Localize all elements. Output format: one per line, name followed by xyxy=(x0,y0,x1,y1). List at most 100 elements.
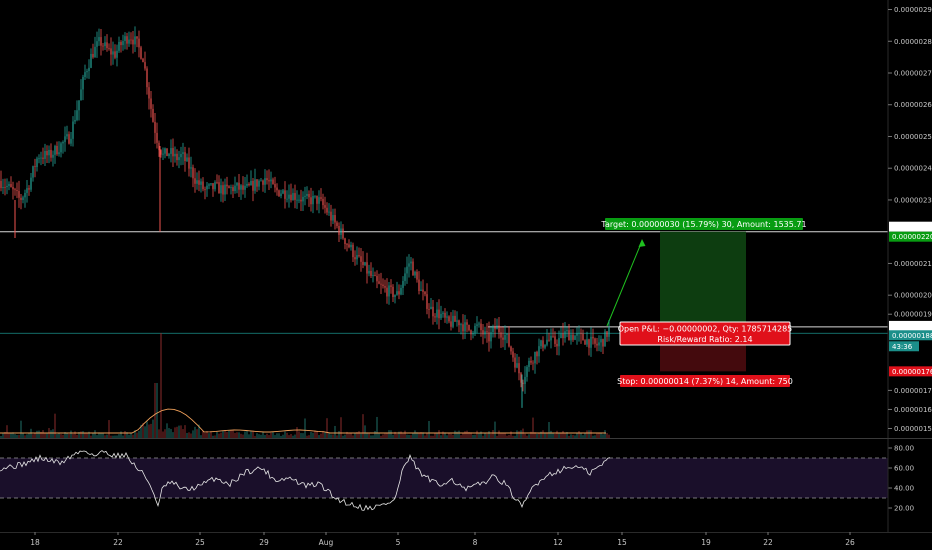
candle-body xyxy=(496,325,498,330)
candle-body xyxy=(586,339,588,345)
candle-body xyxy=(438,309,440,319)
candle-body xyxy=(184,152,186,162)
volume-bar xyxy=(538,433,540,438)
candle-body xyxy=(182,152,184,154)
volume-bar xyxy=(150,423,152,438)
candle-body xyxy=(446,316,448,318)
candle-body xyxy=(508,333,510,347)
candle-body xyxy=(542,340,544,348)
candle-body xyxy=(254,179,256,191)
volume-bar xyxy=(134,430,136,438)
candle-body xyxy=(318,197,320,204)
candle-body xyxy=(40,157,42,159)
candle-body xyxy=(110,48,112,55)
pnl-label: Open P&L: −0.00000002, Qty: 1785714285 xyxy=(618,325,793,334)
candle-body xyxy=(28,188,30,190)
volume-bar xyxy=(78,432,80,438)
candle-body xyxy=(390,285,392,287)
candle-body xyxy=(424,291,426,295)
volume-bar xyxy=(122,435,124,438)
volume-bar xyxy=(608,434,610,438)
candle-body xyxy=(502,337,504,340)
volume-bar xyxy=(40,431,42,438)
candle-body xyxy=(86,71,88,73)
candle-body xyxy=(292,193,294,201)
volume-bar xyxy=(310,432,312,438)
volume-bar xyxy=(242,434,244,438)
candle-body xyxy=(510,346,512,352)
volume-bar xyxy=(414,430,416,438)
candle-body xyxy=(442,312,444,314)
candle-body xyxy=(212,183,214,190)
candle-body xyxy=(6,185,8,188)
volume-bar xyxy=(232,430,234,438)
volume-bar xyxy=(214,435,216,438)
volume-bar xyxy=(254,435,256,438)
volume-bar xyxy=(322,430,324,438)
price-tag-countdown xyxy=(889,341,919,352)
candle-body xyxy=(598,342,600,346)
volume-bar xyxy=(458,430,460,438)
candle-body xyxy=(400,287,402,295)
candle-body xyxy=(444,312,446,318)
volume-bar xyxy=(98,432,100,438)
volume-bar xyxy=(70,430,72,438)
volume-bar xyxy=(284,431,286,438)
candle-body xyxy=(448,316,450,322)
candle-body xyxy=(370,270,372,276)
volume-bar xyxy=(552,433,554,438)
volume-bar xyxy=(252,430,254,438)
candle-body xyxy=(472,333,474,335)
volume-bar xyxy=(292,435,294,438)
volume-bar xyxy=(82,431,84,438)
candle-body xyxy=(376,275,378,282)
candle-body xyxy=(174,153,176,157)
volume-bar xyxy=(524,433,526,438)
volume-bar xyxy=(362,414,364,438)
candle-body xyxy=(416,271,418,280)
candle-body xyxy=(336,222,338,227)
candle-body xyxy=(548,339,550,341)
volume-bar xyxy=(602,434,604,438)
volume-bar xyxy=(578,431,580,438)
volume-bar xyxy=(316,431,318,438)
candle-body xyxy=(332,215,334,221)
candle-body xyxy=(78,100,80,111)
volume-bar xyxy=(192,430,194,438)
volume-bar xyxy=(160,333,162,438)
volume-bar xyxy=(574,435,576,438)
candle-body xyxy=(426,294,428,309)
candle-body xyxy=(406,266,408,274)
candle-body xyxy=(280,193,282,197)
candle-body xyxy=(464,322,466,332)
volume-bar xyxy=(378,433,380,438)
volume-bar xyxy=(438,430,440,438)
candle-body xyxy=(470,330,472,335)
volume-bar xyxy=(174,427,176,438)
volume-bar xyxy=(504,432,506,438)
volume-bar xyxy=(28,432,30,438)
price-tag-entry xyxy=(889,320,932,331)
candle-body xyxy=(342,228,344,239)
candle-body xyxy=(352,244,354,258)
volume-bar xyxy=(370,435,372,438)
volume-bar xyxy=(404,430,406,438)
candle-body xyxy=(0,180,2,189)
volume-bar xyxy=(24,435,26,438)
candle-body xyxy=(168,153,170,157)
long-position-tool[interactable]: Target: 0.00000030 (15.79%) 30, Amount: … xyxy=(600,218,807,387)
volume-bar xyxy=(168,428,170,438)
volume-bar xyxy=(202,430,204,438)
volume-bar xyxy=(512,435,514,438)
volume-bar xyxy=(528,434,530,438)
volume-bar xyxy=(114,435,116,438)
volume-bar xyxy=(16,435,18,438)
volume-bar xyxy=(206,430,208,438)
volume-bar xyxy=(384,433,386,438)
volume-bar xyxy=(136,432,138,438)
volume-bar xyxy=(218,433,220,438)
volume-bar xyxy=(436,432,438,438)
candle-body xyxy=(152,108,154,122)
